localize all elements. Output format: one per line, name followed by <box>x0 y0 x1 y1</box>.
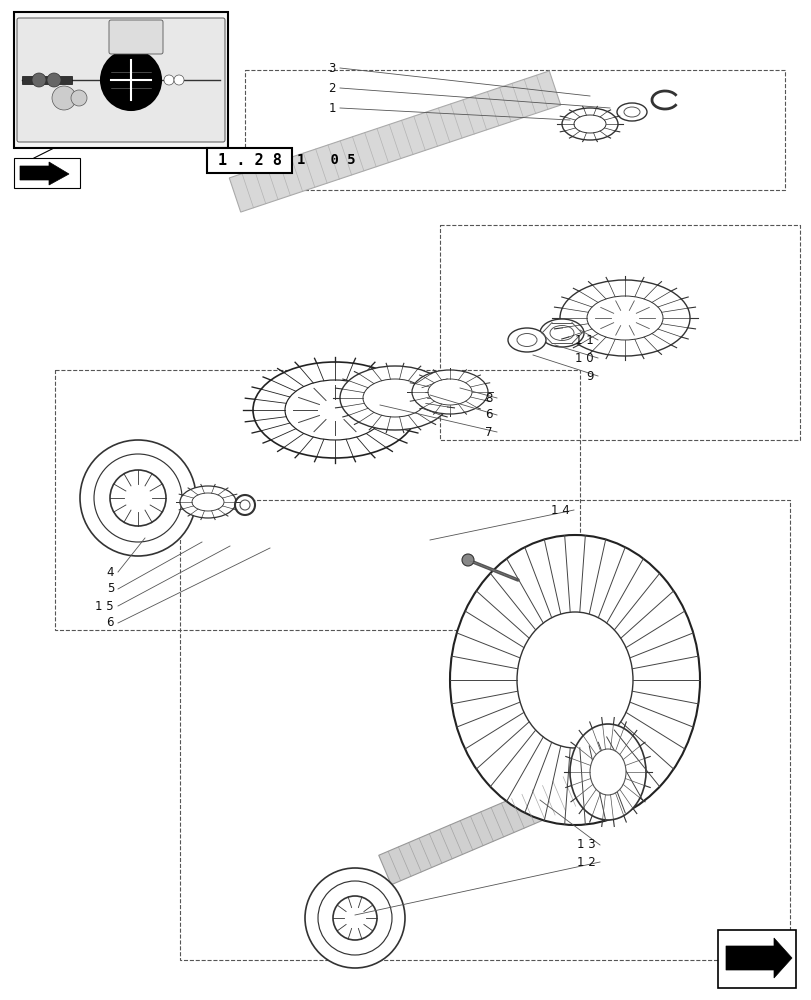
Ellipse shape <box>517 334 536 347</box>
Ellipse shape <box>340 366 449 430</box>
Polygon shape <box>378 755 625 885</box>
Text: 3: 3 <box>328 62 336 75</box>
Text: 1: 1 <box>328 102 336 114</box>
Ellipse shape <box>560 280 689 356</box>
Circle shape <box>305 868 405 968</box>
Text: 6: 6 <box>485 408 492 422</box>
Ellipse shape <box>363 379 427 417</box>
Polygon shape <box>725 938 791 978</box>
Text: 6: 6 <box>106 616 114 630</box>
Bar <box>55 370 579 630</box>
Ellipse shape <box>561 108 617 140</box>
Text: 1 3: 1 3 <box>577 838 595 852</box>
FancyBboxPatch shape <box>17 18 225 142</box>
FancyBboxPatch shape <box>109 20 163 54</box>
Circle shape <box>47 73 61 87</box>
Bar <box>717 930 795 988</box>
Circle shape <box>80 440 195 556</box>
Ellipse shape <box>180 486 236 518</box>
Ellipse shape <box>539 319 583 347</box>
Text: 9: 9 <box>586 369 594 382</box>
Circle shape <box>234 495 255 515</box>
Polygon shape <box>229 71 560 212</box>
Bar <box>207 148 292 173</box>
Ellipse shape <box>253 362 417 458</box>
Text: 1 . 2 8: 1 . 2 8 <box>217 153 281 168</box>
Circle shape <box>333 896 376 940</box>
Circle shape <box>461 554 474 566</box>
Ellipse shape <box>517 612 633 748</box>
Circle shape <box>318 881 392 955</box>
Bar <box>245 70 784 190</box>
Text: 1 5: 1 5 <box>95 599 114 612</box>
Text: 1 2: 1 2 <box>577 856 595 868</box>
Bar <box>22 76 72 84</box>
Ellipse shape <box>573 115 605 133</box>
Text: 5: 5 <box>106 582 114 595</box>
Bar <box>440 225 799 440</box>
Text: 1 0: 1 0 <box>575 352 594 364</box>
Ellipse shape <box>191 493 224 511</box>
Circle shape <box>164 75 174 85</box>
Text: 1 4: 1 4 <box>551 504 569 516</box>
Ellipse shape <box>569 724 646 820</box>
Ellipse shape <box>508 328 545 352</box>
Ellipse shape <box>449 535 699 825</box>
Ellipse shape <box>623 107 639 117</box>
Ellipse shape <box>549 326 573 340</box>
Circle shape <box>94 454 182 542</box>
Ellipse shape <box>411 370 487 414</box>
Polygon shape <box>20 162 69 185</box>
Ellipse shape <box>427 379 471 405</box>
Circle shape <box>109 470 165 526</box>
Bar <box>14 158 80 188</box>
Circle shape <box>174 75 184 85</box>
Text: 8: 8 <box>485 391 492 404</box>
Ellipse shape <box>586 296 663 340</box>
Ellipse shape <box>285 380 384 440</box>
Circle shape <box>32 73 46 87</box>
Circle shape <box>240 500 250 510</box>
Circle shape <box>71 90 87 106</box>
Text: 4: 4 <box>106 566 114 578</box>
Ellipse shape <box>590 749 625 795</box>
Bar <box>180 500 789 960</box>
Ellipse shape <box>616 103 646 121</box>
Text: 1   0 5: 1 0 5 <box>297 153 355 167</box>
Circle shape <box>52 86 76 110</box>
Text: 1 1: 1 1 <box>574 334 594 347</box>
Text: 2: 2 <box>328 82 336 95</box>
Circle shape <box>101 50 161 110</box>
Bar <box>14 12 228 148</box>
Text: 7: 7 <box>485 426 492 438</box>
